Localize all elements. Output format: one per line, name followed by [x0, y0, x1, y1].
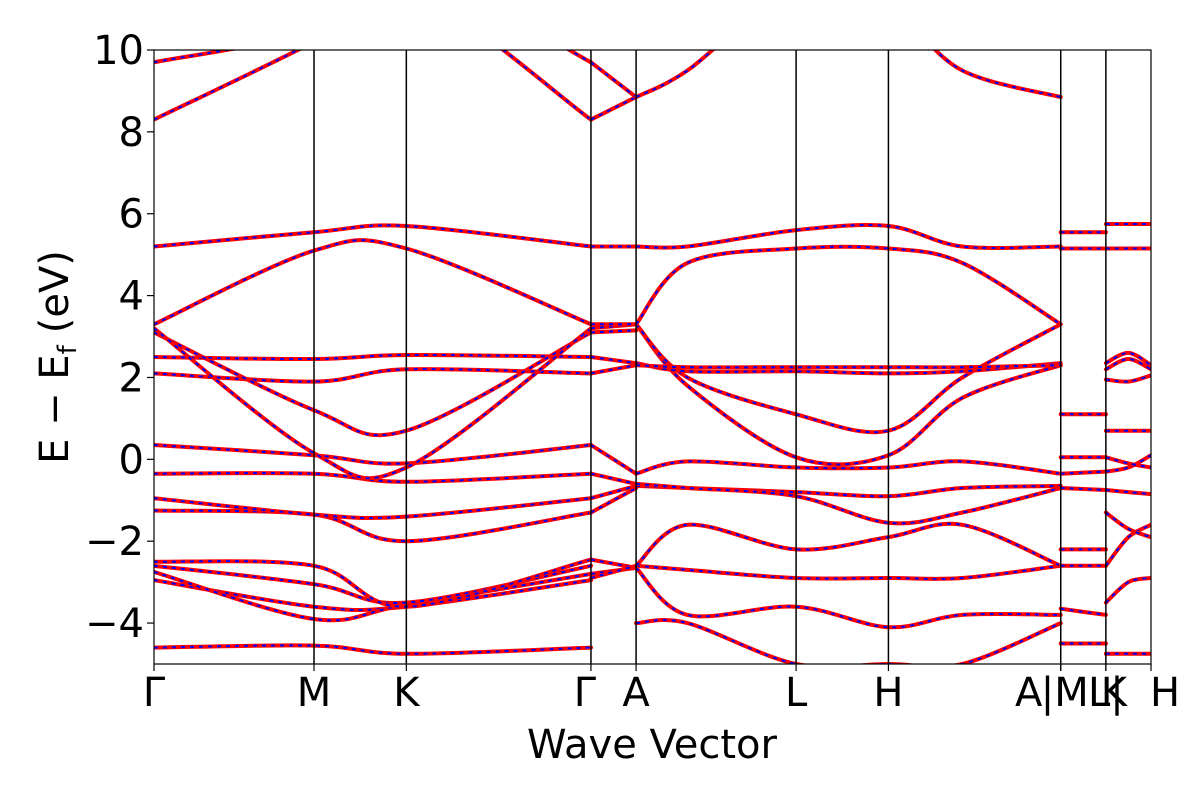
- y-tick-label: 2: [119, 355, 144, 401]
- band-line-dashed: [635, 50, 1061, 99]
- band-line-dashed: [154, 50, 592, 121]
- band-line-dashed: [590, 558, 637, 569]
- band-line-dashed: [590, 61, 637, 98]
- band-line-dashed: [590, 323, 637, 330]
- band-line-dashed: [1105, 523, 1151, 567]
- x-tick-label: H: [873, 670, 903, 716]
- band-line-dashed: [154, 224, 592, 248]
- band-line-dashed: [636, 564, 1061, 580]
- band-line-dashed: [590, 364, 637, 375]
- x-axis: Γ M K Γ A L H A|M L|K H: [143, 664, 1180, 716]
- y-tick-label: 0: [119, 437, 144, 483]
- band-line-dashed: [636, 364, 1061, 369]
- y-axis-label-unit: (eV): [32, 250, 78, 333]
- band-line-dashed: [154, 570, 592, 622]
- y-axis-label-main: E − E: [32, 354, 78, 464]
- band-line-dashed: [636, 482, 1061, 525]
- x-tick-label: Γ: [574, 670, 597, 716]
- band-line-dashed: [590, 564, 637, 579]
- y-tick-label: −2: [85, 519, 144, 565]
- band-line-solid: [1103, 455, 1151, 470]
- band-line-dashed: [635, 567, 1061, 629]
- band-line-solid: [1103, 356, 1151, 372]
- kpoint-lines: [313, 50, 1107, 664]
- x-tick-label: H: [1150, 670, 1180, 716]
- band-line-dashed: [590, 356, 637, 365]
- band-line-dashed: [154, 368, 592, 383]
- band-line-solid: [154, 508, 593, 544]
- band-line-solid: [1103, 488, 1151, 497]
- bands-layer: [154, 50, 1151, 664]
- band-line-dashed: [154, 331, 592, 437]
- band-line-dashed: [154, 239, 592, 326]
- x-tick-label: K: [393, 670, 421, 716]
- band-line-solid: [634, 618, 1063, 664]
- y-tick-label: 8: [119, 110, 144, 156]
- x-axis-label: Wave Vector: [527, 722, 778, 768]
- band-line-dashed: [1060, 470, 1106, 475]
- y-tick-label: 10: [93, 28, 144, 74]
- y-axis: 10 8 6 4 2 0 −2 −4: [85, 28, 154, 647]
- y-tick-label: 4: [119, 274, 144, 320]
- band-line-dashed: [636, 224, 1061, 249]
- band-line-dashed: [1105, 577, 1151, 604]
- plot-frame: [153, 49, 1152, 665]
- band-line-dashed: [154, 564, 592, 605]
- band-line-dashed: [590, 487, 637, 514]
- band-line-dashed: [635, 460, 1061, 475]
- band-line-dashed: [154, 558, 592, 608]
- band-line-dashed: [590, 566, 637, 575]
- band-line-dashed: [635, 362, 1061, 375]
- band-line-solid: [1103, 453, 1151, 474]
- x-tick-label: |M: [1041, 670, 1089, 716]
- x-tick-label: K: [1101, 670, 1129, 716]
- band-line-dashed: [154, 579, 592, 611]
- y-tick-label: −4: [85, 601, 144, 647]
- band-line-solid: [154, 326, 593, 481]
- band-line-dashed: [635, 323, 1062, 466]
- band-line-dashed: [636, 484, 1061, 498]
- band-line-dashed: [590, 444, 637, 475]
- x-tick-label: L: [785, 670, 808, 716]
- band-line-dashed: [154, 497, 592, 519]
- band-line-dashed: [1060, 487, 1106, 491]
- band-line-solid: [1103, 373, 1151, 384]
- band-line-dashed: [154, 444, 592, 465]
- band-line-dashed: [1105, 511, 1151, 539]
- band-line-dashed: [590, 96, 637, 121]
- x-tick-label: M: [297, 670, 332, 716]
- band-line-solid: [1103, 350, 1151, 368]
- band-line-dashed: [154, 644, 592, 655]
- band-line-dashed: [635, 522, 1062, 567]
- band-line-dashed: [590, 472, 637, 485]
- x-tick-label: L|: [1088, 670, 1124, 716]
- band-line-dashed: [1060, 607, 1107, 616]
- band-line-dashed: [635, 323, 1062, 434]
- x-tick-label: A: [1015, 670, 1043, 716]
- y-axis-label-group: E − Ef (eV): [32, 250, 83, 464]
- band-line-dashed: [590, 484, 637, 500]
- band-line-dashed: [154, 353, 592, 361]
- x-tick-label: Γ: [143, 670, 166, 716]
- y-axis-label-sub: f: [53, 344, 83, 354]
- band-line-dashed: [590, 329, 637, 334]
- y-axis-label: E − Ef (eV): [32, 250, 83, 464]
- y-tick-label: 6: [119, 192, 144, 238]
- band-line-dashed: [635, 245, 1062, 326]
- x-tick-label: A: [622, 670, 650, 716]
